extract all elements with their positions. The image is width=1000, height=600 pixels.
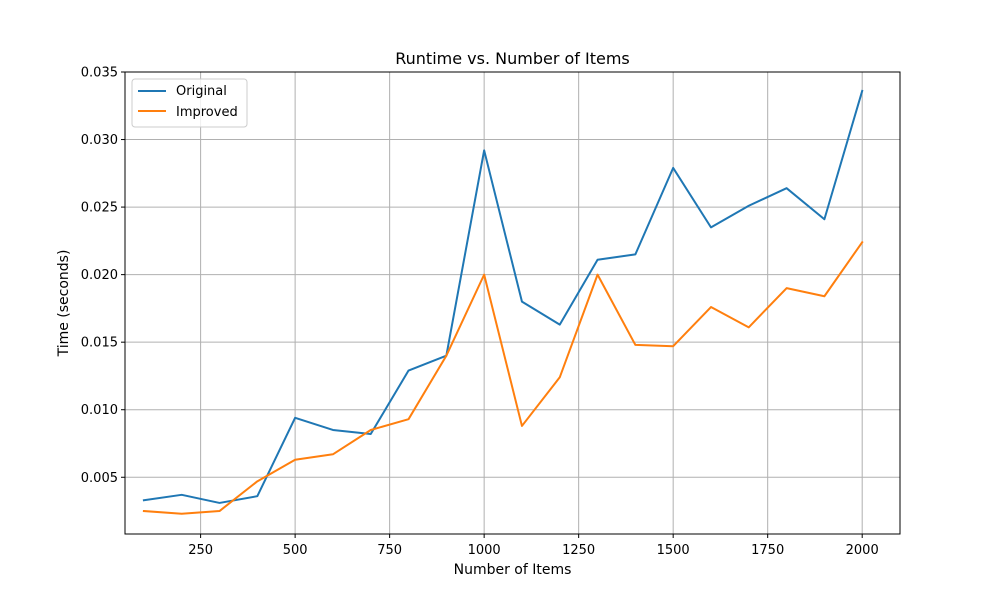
series-layer — [142, 89, 864, 515]
legend-label-improved: Improved — [176, 105, 238, 120]
x-tick-label: 250 — [188, 543, 213, 558]
y-tick-label: 0.025 — [81, 201, 118, 216]
x-tick-label: 1750 — [751, 543, 784, 558]
x-tick-label: 1500 — [657, 543, 690, 558]
plot-area-frame — [124, 71, 901, 535]
chart-title: Runtime vs. Number of Items — [395, 49, 630, 68]
series-points-original — [143, 90, 863, 503]
y-tick-label: 0.015 — [81, 336, 118, 351]
legend-label-original: Original — [176, 84, 227, 99]
y-axis-ticks: 0.005 0.010 0.015 0.020 0.025 0.030 0.035 — [81, 66, 125, 486]
x-tick-label: 2000 — [846, 543, 879, 558]
x-axis-ticks: 250 500 750 1000 1250 1500 1750 2000 — [188, 534, 879, 558]
x-tick-label: 500 — [283, 543, 308, 558]
series-line-original — [142, 89, 864, 504]
x-tick-label: 1000 — [468, 543, 501, 558]
x-axis-label: Number of Items — [454, 562, 572, 578]
y-tick-label: 0.005 — [81, 471, 118, 486]
legend: Original Improved — [131, 78, 248, 128]
y-tick-label: 0.020 — [81, 268, 118, 283]
series-points-improved — [143, 242, 863, 514]
x-tick-label: 1250 — [562, 543, 595, 558]
y-axis-label: Time (seconds) — [56, 250, 72, 358]
y-tick-label: 0.035 — [81, 66, 118, 81]
x-tick-label: 750 — [377, 543, 402, 558]
y-tick-label: 0.010 — [81, 403, 118, 418]
series-line-improved — [142, 240, 864, 515]
y-tick-label: 0.030 — [81, 133, 118, 148]
